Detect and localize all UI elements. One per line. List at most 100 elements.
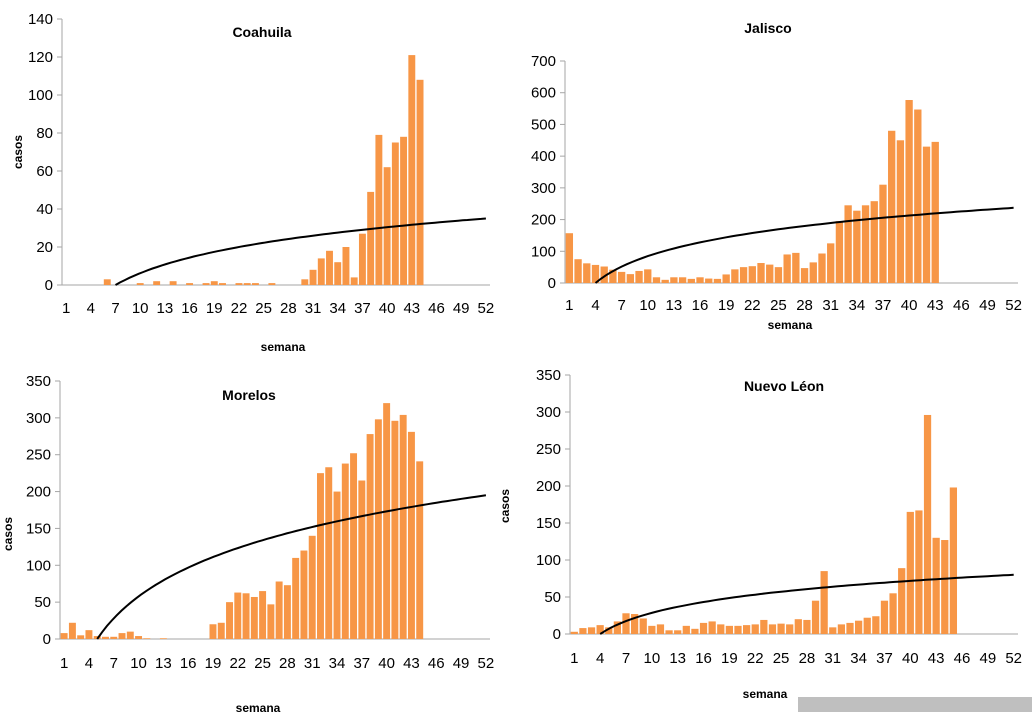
bar xyxy=(367,191,375,285)
x-tick-label: 22 xyxy=(744,297,761,314)
x-tick-label: 49 xyxy=(453,300,470,317)
bar xyxy=(400,136,408,285)
chart-title: Jalisco xyxy=(744,20,791,36)
bar xyxy=(872,616,880,634)
y-tick-label: 300 xyxy=(536,404,561,421)
x-tick-label: 13 xyxy=(666,297,683,314)
y-tick-label: 140 xyxy=(28,11,53,28)
bar xyxy=(766,264,774,283)
bar xyxy=(691,628,699,634)
bar xyxy=(820,571,828,634)
bar xyxy=(863,617,871,634)
x-tick-label: 4 xyxy=(591,297,599,314)
y-tick-label: 50 xyxy=(544,589,561,606)
x-tick-label: 16 xyxy=(181,300,198,317)
x-tick-label: 46 xyxy=(428,655,445,672)
bar xyxy=(705,278,713,283)
bar xyxy=(300,550,308,639)
bar xyxy=(317,258,325,285)
bar xyxy=(333,491,341,639)
bar xyxy=(235,283,243,285)
bar xyxy=(725,625,734,634)
trend-line xyxy=(599,573,1014,635)
y-tick-label: 200 xyxy=(26,484,51,501)
bar xyxy=(774,267,783,283)
bar xyxy=(678,277,687,283)
bar xyxy=(783,254,791,283)
x-tick-label: 34 xyxy=(850,650,867,667)
y-axis-label: casos xyxy=(498,489,512,523)
bar xyxy=(85,630,93,639)
bar xyxy=(853,210,861,283)
y-tick-label: 0 xyxy=(45,277,53,294)
bar xyxy=(242,593,250,639)
chart-morelos: Morelos semana casos 0 50 100 150 200 250 300 3… xyxy=(1,373,494,712)
bar xyxy=(341,463,349,639)
bar xyxy=(342,247,350,285)
bar xyxy=(574,259,582,283)
x-tick-label: 43 xyxy=(403,300,420,317)
x-tick-label: 34 xyxy=(329,300,346,317)
y-tick-label: 100 xyxy=(536,552,561,569)
bar xyxy=(844,205,852,283)
x-tick-label: 46 xyxy=(954,650,971,667)
bar xyxy=(366,434,374,639)
bar xyxy=(630,614,639,634)
y-tick-label: 0 xyxy=(553,626,561,643)
y-tick-label: 250 xyxy=(26,447,51,464)
bar xyxy=(102,636,109,639)
x-tick-label: 49 xyxy=(979,297,996,314)
trend-line xyxy=(96,494,487,640)
bar xyxy=(880,600,889,634)
bar xyxy=(713,278,722,283)
x-tick-label: 22 xyxy=(231,300,248,317)
bar xyxy=(818,253,826,283)
bar xyxy=(734,625,742,634)
x-tick-label: 40 xyxy=(379,300,396,317)
bar xyxy=(932,537,940,634)
bar xyxy=(391,420,399,639)
bar xyxy=(768,624,777,634)
bar xyxy=(661,279,669,283)
x-tick-label: 1 xyxy=(60,655,68,672)
bar xyxy=(757,263,765,283)
x-tick-label: 37 xyxy=(875,297,892,314)
y-tick-label: 40 xyxy=(36,201,53,218)
y-tick-label: 50 xyxy=(34,594,51,611)
x-tick-label: 10 xyxy=(639,297,656,314)
bar xyxy=(334,262,342,285)
bar xyxy=(674,630,682,634)
x-tick-label: 16 xyxy=(695,650,712,667)
bar xyxy=(682,625,690,634)
bar xyxy=(803,619,811,634)
bar xyxy=(416,79,424,285)
x-tick-label: 28 xyxy=(799,650,816,667)
x-axis-label: semana xyxy=(261,340,306,354)
x-axis-label: semana xyxy=(768,318,813,332)
bar xyxy=(350,277,358,285)
bar xyxy=(383,403,391,639)
x-tick-label: 4 xyxy=(85,655,93,672)
bar xyxy=(358,233,366,285)
x-tick-label: 31 xyxy=(824,650,841,667)
bar xyxy=(915,510,923,634)
bar xyxy=(656,624,665,634)
y-tick-label: 300 xyxy=(26,410,51,427)
chart-nuevo-leon: Nuevo Léon semana casos 0 50 100 150 200 250 3… xyxy=(498,367,1022,701)
bar xyxy=(906,511,914,634)
bar xyxy=(914,109,922,283)
bar xyxy=(259,591,267,639)
trend-line xyxy=(594,206,1014,284)
bar xyxy=(609,269,617,283)
x-tick-label: 40 xyxy=(901,297,918,314)
bar xyxy=(699,622,708,634)
bar xyxy=(717,624,725,634)
bar xyxy=(622,613,630,634)
bar xyxy=(600,266,608,283)
x-tick-label: 31 xyxy=(305,300,322,317)
bar xyxy=(687,278,695,283)
bar xyxy=(136,283,144,285)
x-tick-label: 52 xyxy=(478,300,495,317)
bar xyxy=(777,623,785,634)
x-tick-label: 46 xyxy=(953,297,970,314)
